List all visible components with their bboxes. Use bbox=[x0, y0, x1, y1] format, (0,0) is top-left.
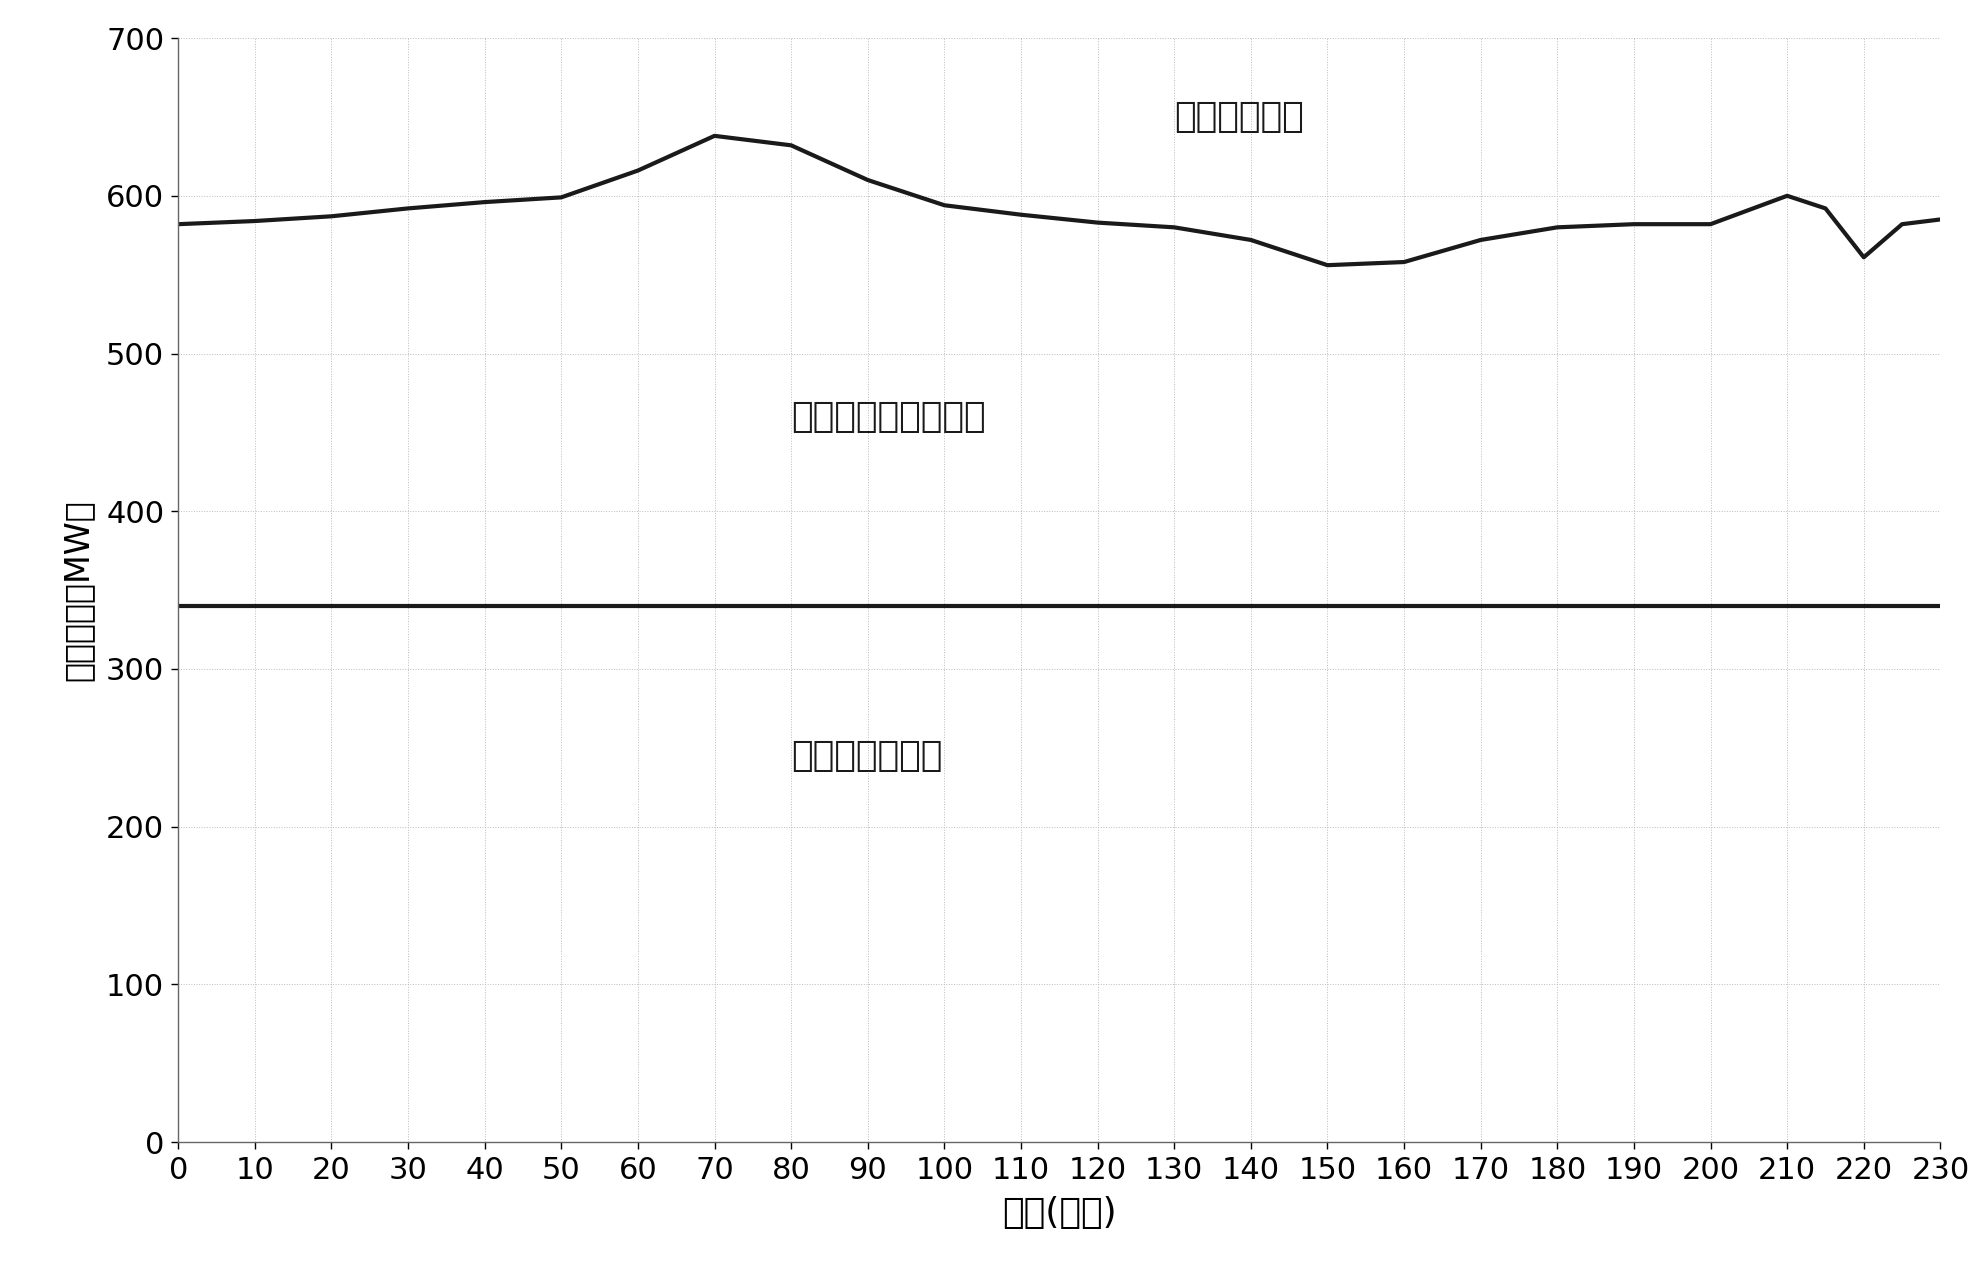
X-axis label: 时间(分钟): 时间(分钟) bbox=[1002, 1197, 1117, 1230]
Text: 原热电联产机组: 原热电联产机组 bbox=[792, 739, 942, 773]
Text: 热泵耗电负荷: 热泵耗电负荷 bbox=[1174, 100, 1305, 135]
Y-axis label: 发电出力（MW）: 发电出力（MW） bbox=[61, 499, 95, 681]
Text: 原纯凝汽式火电机组: 原纯凝汽式火电机组 bbox=[792, 400, 986, 434]
